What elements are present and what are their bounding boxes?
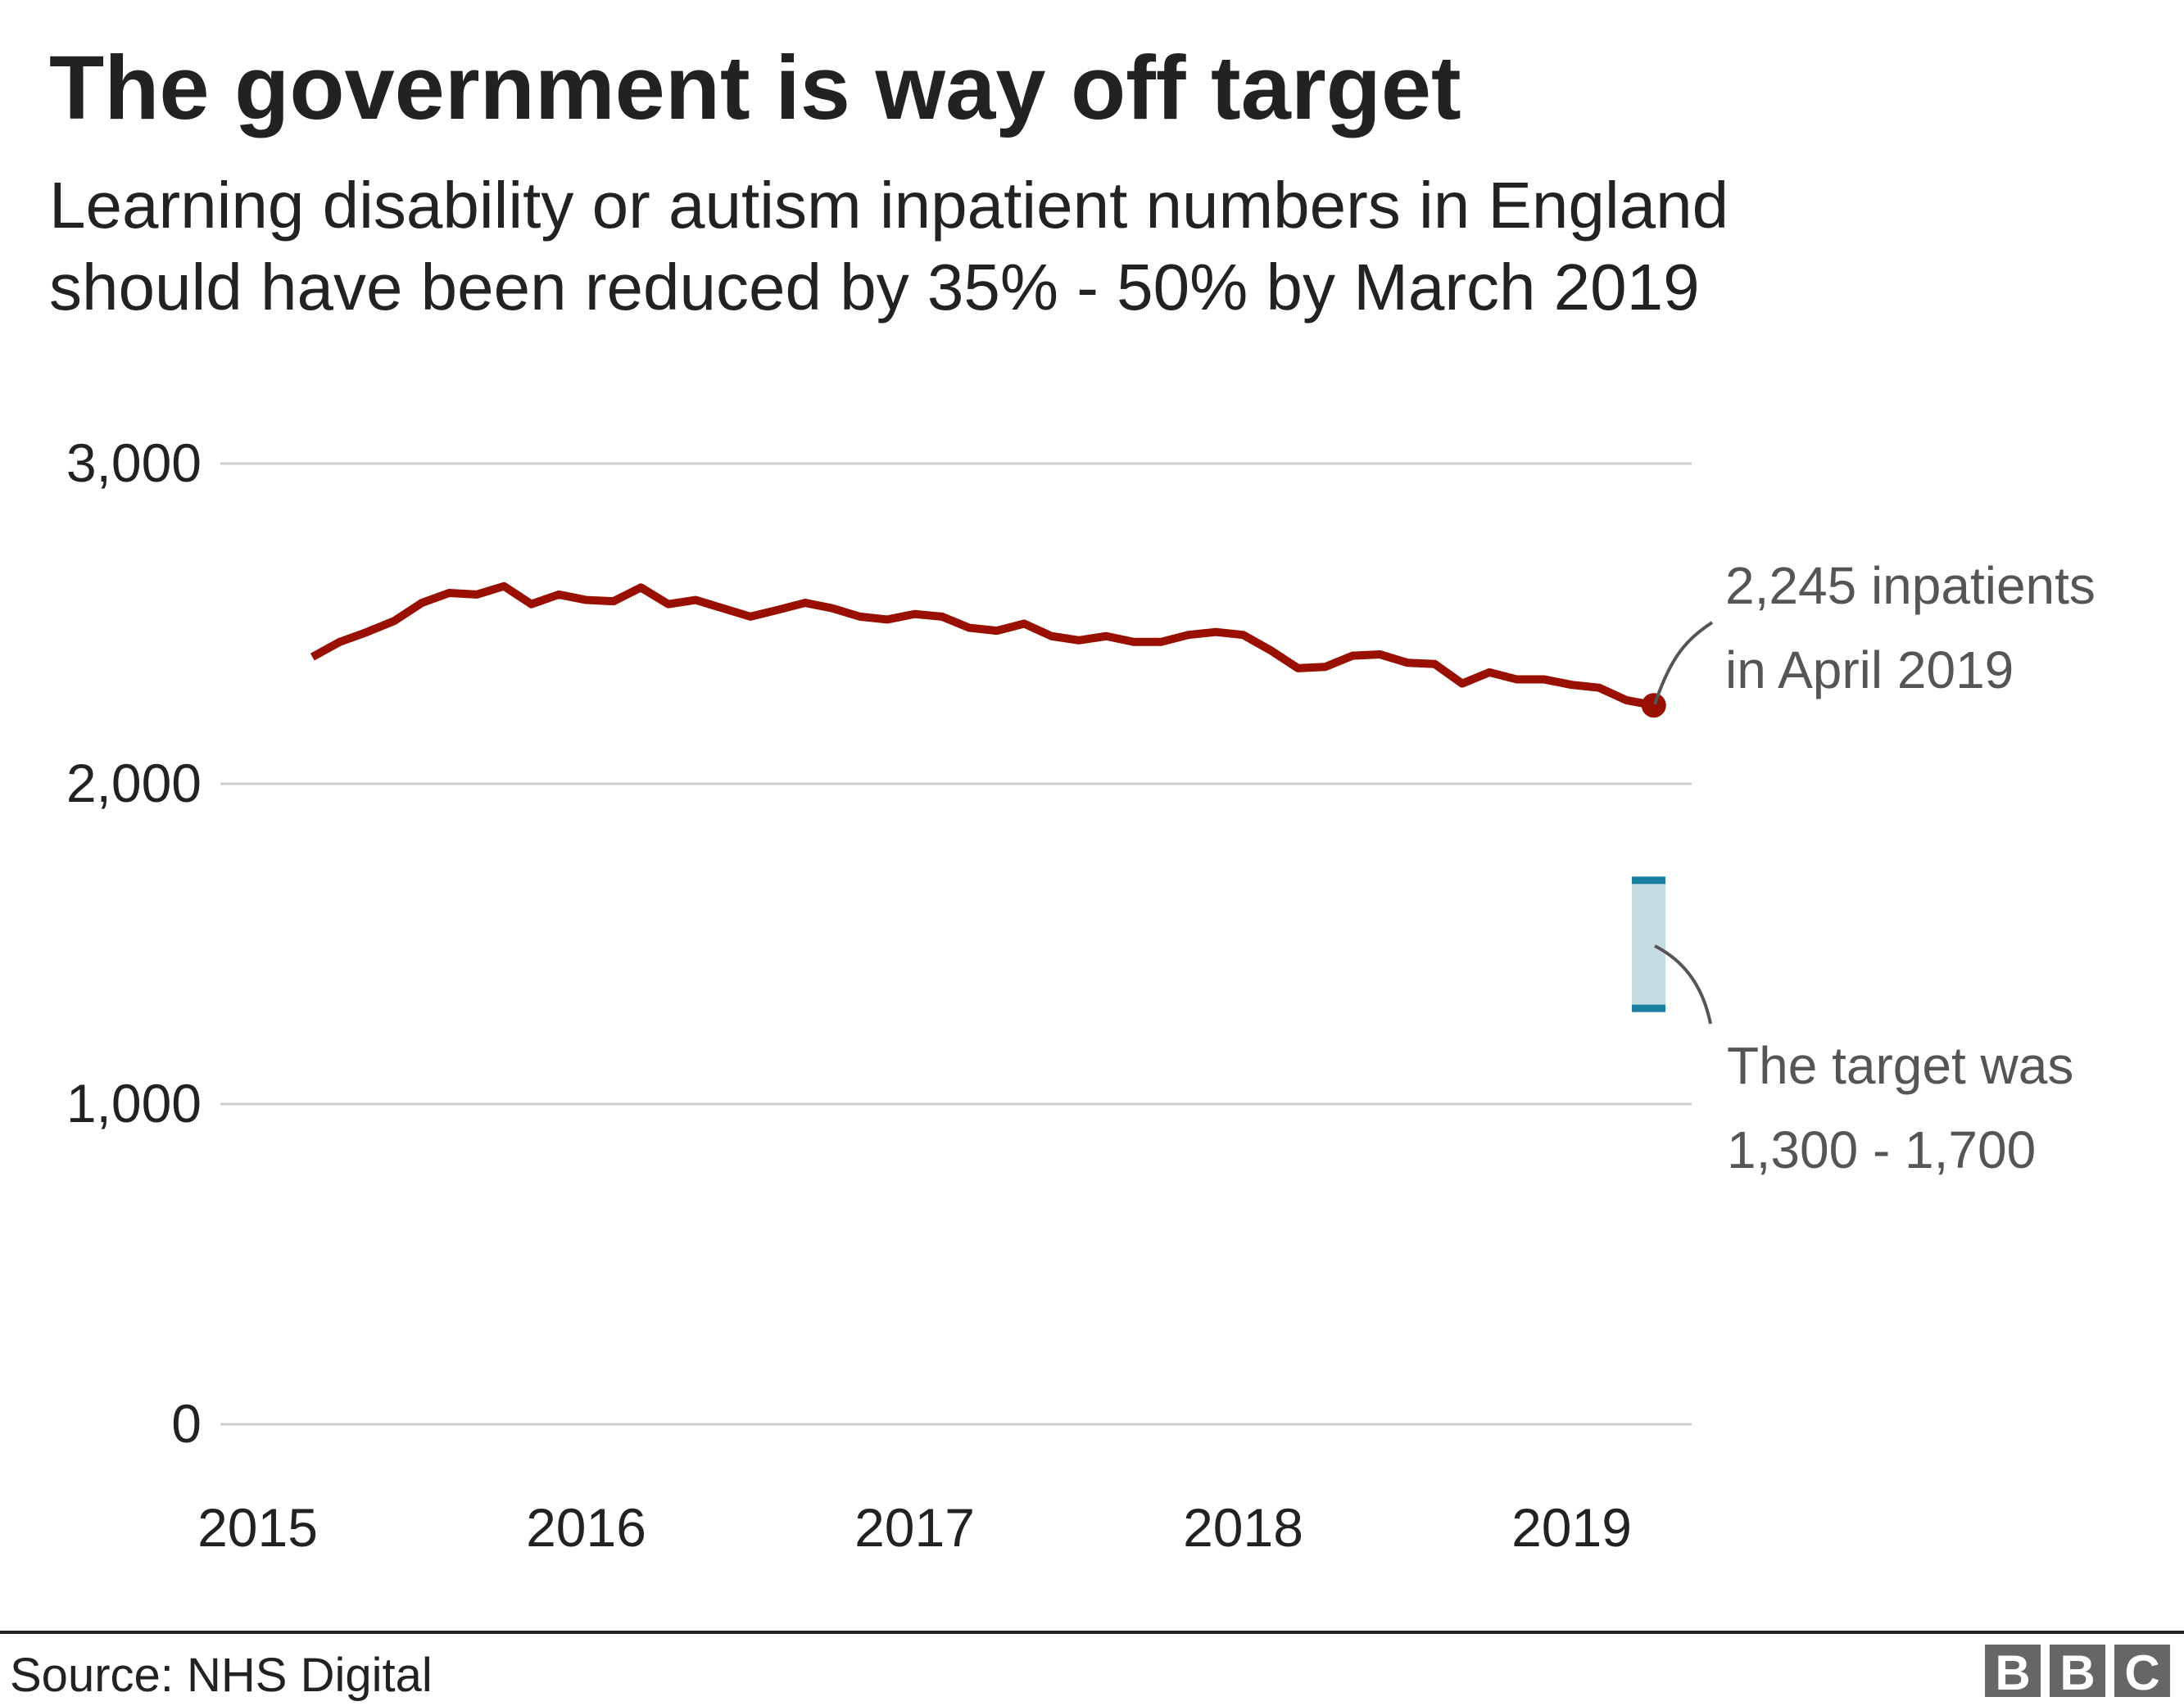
series-line	[310, 581, 1655, 710]
x-tick-label: 2015	[197, 1497, 318, 1558]
y-tick-label: 3,000	[66, 432, 202, 493]
target-range	[1632, 876, 1665, 1012]
bbc-logo: B B C	[1985, 1645, 2170, 1700]
chart-title: The government is way off target	[49, 38, 1461, 138]
annotation-target-line-2: 1,300 - 1,700	[1727, 1120, 2036, 1179]
annotation-latest-line-2: in April 2019	[1725, 640, 2014, 699]
chart-subtitle-line-2: should have been reduced by 35% - 50% by…	[49, 251, 1700, 324]
latest-point-marker	[1641, 693, 1666, 718]
gridlines	[220, 462, 1692, 1426]
target-low-cap	[1632, 1004, 1665, 1012]
annotation-connector-target	[1654, 944, 1712, 1025]
svg-text:B: B	[2059, 1645, 2095, 1700]
y-axis: 0 1,000 2,000 3,000	[66, 432, 202, 1454]
svg-text:B: B	[1995, 1645, 2030, 1700]
annotation-latest-line-1: 2,245 inpatients	[1725, 556, 2096, 615]
x-tick-label: 2016	[526, 1497, 646, 1558]
x-tick-label: 2018	[1183, 1497, 1303, 1558]
x-axis: 2015 2016 2017 2018 2019	[197, 1497, 1632, 1558]
annotation-target-line-1: The target was	[1727, 1036, 2073, 1095]
x-tick-label: 2017	[854, 1497, 975, 1558]
chart-subtitle-line-1: Learning disability or autism inpatient …	[49, 169, 1729, 242]
series	[310, 581, 1666, 718]
target-range-band	[1632, 880, 1665, 1008]
y-tick-label: 0	[171, 1393, 202, 1454]
y-tick-label: 2,000	[66, 753, 202, 813]
svg-text:C: C	[2124, 1645, 2159, 1700]
annotation-connector-latest	[1653, 621, 1714, 705]
source-text: Source: NHS Digital	[10, 1649, 433, 1702]
y-tick-label: 1,000	[66, 1073, 202, 1134]
target-high-cap	[1632, 876, 1665, 885]
x-tick-label: 2019	[1511, 1497, 1632, 1558]
